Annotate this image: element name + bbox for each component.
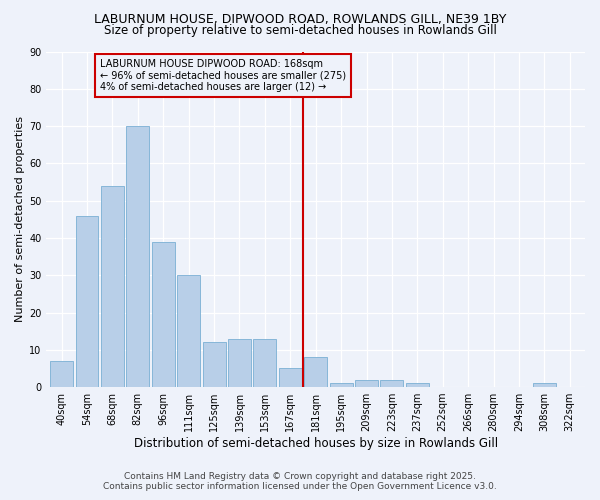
Bar [533, 384, 556, 387]
Bar [76, 216, 98, 387]
Bar [50, 361, 73, 387]
Y-axis label: Number of semi-detached properties: Number of semi-detached properties [15, 116, 25, 322]
Bar [127, 126, 149, 387]
Text: Size of property relative to semi-detached houses in Rowlands Gill: Size of property relative to semi-detach… [104, 24, 496, 37]
Bar [279, 368, 302, 387]
Text: LABURNUM HOUSE DIPWOOD ROAD: 168sqm
← 96% of semi-detached houses are smaller (2: LABURNUM HOUSE DIPWOOD ROAD: 168sqm ← 96… [100, 59, 346, 92]
Bar [406, 384, 429, 387]
Bar [228, 338, 251, 387]
Text: LABURNUM HOUSE, DIPWOOD ROAD, ROWLANDS GILL, NE39 1BY: LABURNUM HOUSE, DIPWOOD ROAD, ROWLANDS G… [94, 12, 506, 26]
Bar [380, 380, 403, 387]
Bar [355, 380, 378, 387]
Bar [203, 342, 226, 387]
Bar [101, 186, 124, 387]
Bar [329, 384, 353, 387]
Bar [152, 242, 175, 387]
Bar [253, 338, 277, 387]
Bar [304, 358, 327, 387]
Text: Contains HM Land Registry data © Crown copyright and database right 2025.
Contai: Contains HM Land Registry data © Crown c… [103, 472, 497, 491]
X-axis label: Distribution of semi-detached houses by size in Rowlands Gill: Distribution of semi-detached houses by … [134, 437, 498, 450]
Bar [177, 275, 200, 387]
